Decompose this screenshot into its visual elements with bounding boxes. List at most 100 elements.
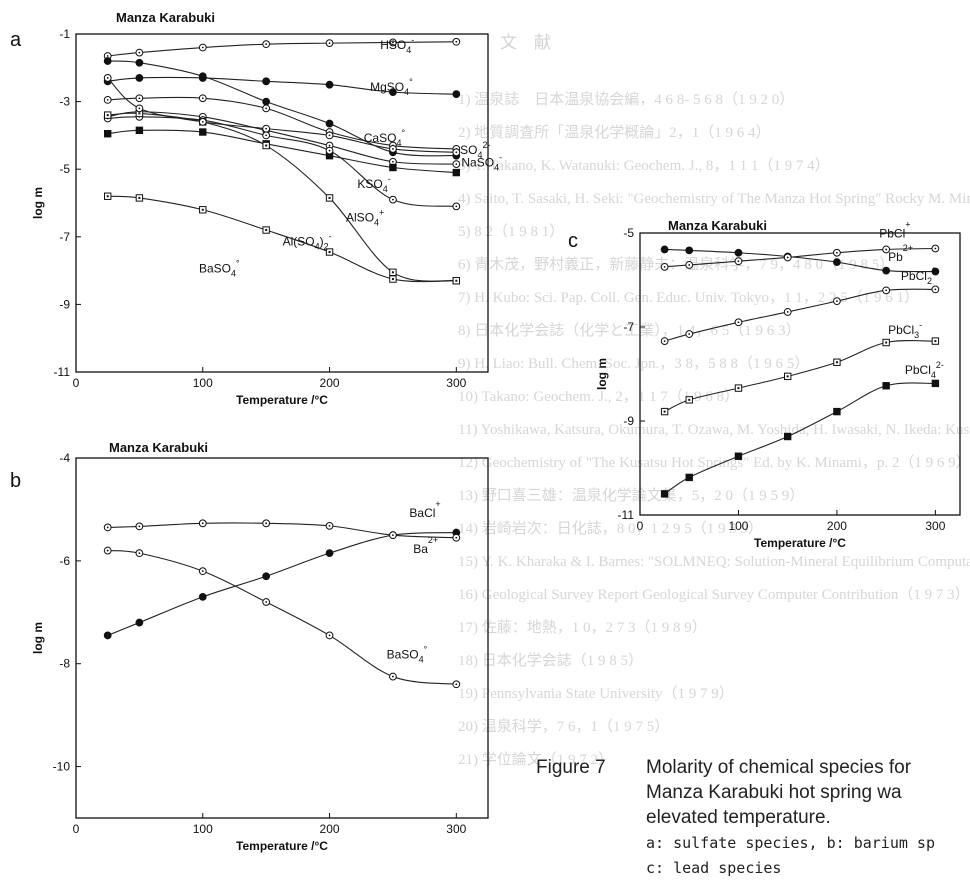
y-tick-label: -6 [59, 554, 70, 568]
data-point-mgso4 [389, 88, 397, 97]
series-label: PbCl3- [888, 320, 922, 340]
series-label: BaCl+ [409, 499, 440, 520]
caption-line-5: c: lead species [646, 859, 782, 877]
series-label: PbCl+ [879, 220, 910, 241]
series-label-text: BaSO [387, 648, 419, 662]
data-point-so4-2 [198, 72, 207, 81]
series-label: AlSO4+ [346, 208, 384, 228]
data-point-mgso4 [452, 90, 461, 99]
data-point-center [106, 549, 109, 552]
background-header: 文 献 [500, 33, 551, 52]
series-label-text: MgSO [370, 80, 404, 94]
y-axis-label: log m [595, 358, 609, 390]
data-point-center [885, 341, 888, 344]
data-point-center [106, 55, 109, 57]
background-line: 16) Geological Survey Report Geological … [458, 586, 970, 603]
series-label: Ba2+ [413, 535, 438, 556]
series-label-text: BaSO [199, 261, 231, 275]
plot-frame [639, 232, 961, 516]
data-point-pbcl4-2 [882, 382, 890, 390]
data-point-center [934, 288, 937, 291]
data-point-kso4 [199, 128, 207, 136]
data-point-pb2 [833, 258, 841, 267]
series-label-text: NaSO [461, 155, 494, 169]
data-point-center [138, 51, 141, 54]
series-label-sub: 4 [406, 45, 411, 55]
caption-line-4: a: sulfate species, b: barium sp [646, 834, 935, 852]
series-line-pbcl4-2 [664, 382, 936, 495]
x-tick-label: 200 [320, 376, 340, 390]
series-line-ba2 [107, 522, 457, 539]
data-point-pbcl4-2 [833, 407, 841, 416]
series-label-sup: - [499, 152, 502, 162]
x-tick-label: 0 [73, 822, 80, 836]
series-label-sub: 4 [396, 138, 401, 148]
data-point-pbcl4-2 [685, 473, 693, 482]
series-label-sup: 2- [936, 360, 944, 370]
y-tick-label: -11 [618, 508, 635, 522]
data-point-center [138, 525, 141, 528]
data-point-center [392, 160, 394, 163]
y-tick-label: -8 [59, 657, 70, 671]
background-line: 3) T. Takano, K. Watanuki: Geochem. J., … [458, 157, 830, 174]
series-label-sub: 4 [374, 218, 379, 228]
data-point-bacl [135, 618, 144, 627]
series-label-after: ) [320, 234, 324, 248]
data-point-center [688, 333, 691, 335]
plot-frame [75, 33, 489, 373]
series-label-text: PbCl [905, 363, 931, 377]
x-tick-label: 300 [446, 376, 466, 390]
data-point-center [786, 375, 789, 378]
y-tick-label: -4 [59, 451, 70, 465]
data-point-center [836, 251, 838, 254]
data-point-kso4 [389, 163, 397, 172]
data-point-center [786, 256, 789, 259]
series-label-sub: 4 [494, 162, 499, 172]
background-line: 1) 温泉誌 日本温泉協会編，4 6 8- 5 6 8（1 9 2 0） [458, 91, 794, 108]
data-point-center [391, 278, 394, 281]
x-tick-label: 300 [446, 822, 466, 836]
panel-letter-b: b [10, 470, 21, 492]
data-point-center [201, 570, 204, 573]
plot-frame [75, 457, 489, 819]
y-tick-label: -3 [59, 95, 70, 109]
background-line: 4) Saito, T. Sasaki, H. Seki: "Geochemis… [458, 191, 970, 207]
figure-caption: Figure 7 Molarity of chemical species for… [536, 757, 970, 882]
data-point-center [138, 97, 141, 100]
series-label: NaSO4- [461, 152, 502, 172]
series-label-sup: ° [409, 77, 413, 87]
data-point-center [885, 248, 888, 251]
data-point-center [138, 107, 141, 110]
caption-line-2: Manza Karabuki hot spring wa [646, 782, 902, 803]
data-point-center [201, 46, 204, 49]
chart-a-sulfate-species: a Manza Karabuki 0 100 200 300 -1 -3 -5 -7 -9 -11… [10, 10, 502, 407]
data-point-center [138, 552, 141, 555]
background-reference-text: 文 献 1) 温泉誌 日本温泉協会編，4 6 8- 5 6 8（1 9 2 0） 2… [458, 33, 970, 768]
background-line: 12) Geochemistry of "The Kusatsu Hot Spr… [458, 454, 970, 471]
background-line: 17) 佐藤：地熱，1 0，2 7 3（1 9 8 9） [458, 619, 707, 636]
background-line: 19) Pennsylvania State University（1 9 7 … [458, 685, 734, 702]
x-tick-label: 200 [827, 519, 847, 533]
data-point-pb2 [882, 266, 891, 275]
background-line: 14) 岩崎岩次：日化誌，8 0，1 2 9 5（1 9 5 9） [458, 520, 763, 537]
data-point-center [455, 40, 458, 43]
x-tick-label: 300 [925, 519, 945, 533]
series-label-text: AlSO [346, 211, 374, 225]
y-tick-label: -10 [53, 760, 71, 774]
series-line-bacl [107, 532, 457, 636]
chart-b-site-label: Manza Karabuki [109, 440, 208, 455]
series-line-caso4 [107, 96, 457, 150]
x-tick-label: 0 [73, 376, 80, 390]
series-label-sup: ° [424, 645, 428, 655]
data-point-center [328, 196, 331, 199]
data-point-center [455, 163, 458, 166]
series-label: PbCl2° [901, 266, 936, 286]
series-label-sup: - [388, 174, 391, 184]
y-tick-label: -9 [59, 297, 70, 311]
chart-b-barium-species: b Manza Karabuki 0 100 200 300 -4 -6 -8 -10 Temp… [10, 440, 489, 853]
y-axis-label: log m [31, 187, 45, 219]
data-point-center [265, 134, 268, 137]
caption-line-1: Molarity of chemical species for [646, 757, 912, 778]
data-point-center [201, 522, 204, 525]
series-label-sub: 4 [931, 370, 936, 380]
